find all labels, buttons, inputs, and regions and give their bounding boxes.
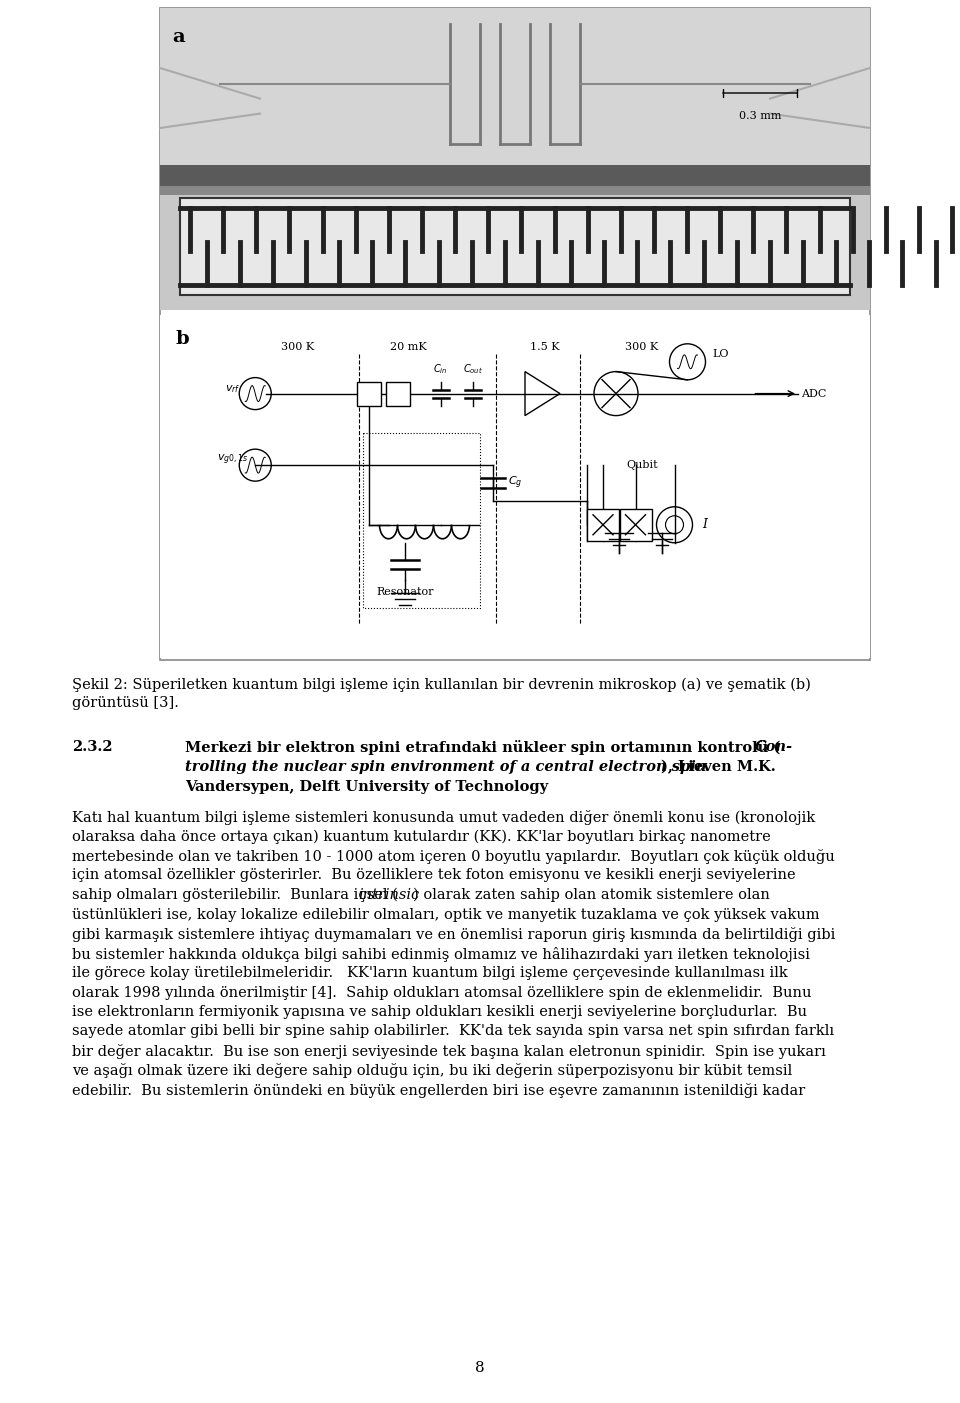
Bar [587,509,619,540]
Text: b: b [175,330,188,348]
Text: üstünlükleri ise, kolay lokalize edilebilir olmaları, optik ve manyetik tuzaklam: üstünlükleri ise, kolay lokalize edilebi… [72,908,820,922]
Text: gibi karmaşık sistemlere ihtiyaç duymamaları ve en önemlisi raporun giriş kısmın: gibi karmaşık sistemlere ihtiyaç duymama… [72,927,835,941]
Bar [619,509,652,540]
Text: a: a [172,28,184,46]
Text: $v_{g0,1s}$: $v_{g0,1s}$ [217,453,248,467]
Text: Resonator: Resonator [376,588,434,598]
Text: $v_{rf}$: $v_{rf}$ [225,383,240,394]
Text: sahip olmaları gösterilebilir.  Bunlara içsel (: sahip olmaları gösterilebilir. Bunlara i… [72,888,397,902]
Text: Qubit: Qubit [626,460,658,470]
Text: intrinsic: intrinsic [358,888,419,902]
Text: Katı hal kuantum bilgi işleme sistemleri konusunda umut vadeden diğer önemli kon: Katı hal kuantum bilgi işleme sistemleri… [72,810,815,825]
Text: ve aşağı olmak üzere iki değere sahip olduğu için, bu iki değerin süperpozisyonu: ve aşağı olmak üzere iki değere sahip ol… [72,1063,792,1079]
Text: $C_{out}$: $C_{out}$ [463,362,483,376]
Text: Vandersypen, Delft University of Technology: Vandersypen, Delft University of Technol… [185,780,548,794]
Text: edebilir.  Bu sistemlerin önündeki en büyük engellerden biri ise eşevre zamanını: edebilir. Bu sistemlerin önündeki en büy… [72,1083,805,1099]
Text: için atomsal özellikler gösterirler.  Bu özelliklere tek foton emisyonu ve kesik: için atomsal özellikler gösterirler. Bu … [72,868,796,882]
Text: olaraksa daha önce ortaya çıkan) kuantum kutulardır (KK). KK'lar boyutları birka: olaraksa daha önce ortaya çıkan) kuantum… [72,829,771,843]
Text: 1.5 K: 1.5 K [530,342,560,352]
Bar [160,316,870,658]
Text: Con-: Con- [755,739,793,753]
Bar [160,187,870,195]
Text: trolling the nuclear spin environment of a central electron spin: trolling the nuclear spin environment of… [185,760,707,774]
Bar [160,8,870,174]
Text: ), Lieven M.K.: ), Lieven M.K. [661,760,776,774]
Text: I: I [703,518,708,532]
Text: $C_g$: $C_g$ [508,474,522,491]
Bar [160,8,870,310]
Text: sayede atomlar gibi belli bir spine sahip olabilirler.  KK'da tek sayıda spin va: sayede atomlar gibi belli bir spine sahi… [72,1024,834,1038]
Text: olarak 1998 yılında önerilmiştir [4].  Sahip oldukları atomsal özelliklere spin : olarak 1998 yılında önerilmiştir [4]. Sa… [72,985,811,999]
Text: 2.3.2: 2.3.2 [72,739,112,753]
Bar [180,198,850,295]
Text: 300 K: 300 K [281,342,314,352]
Text: görüntüsü [3].: görüntüsü [3]. [72,696,179,710]
Text: 20 mK: 20 mK [390,342,426,352]
Bar [386,382,410,405]
Bar [160,166,870,187]
Bar [363,434,479,609]
Text: ile görece kolay üretilebilmeleridir.   KK'ların kuantum bilgi işleme çerçevesin: ile görece kolay üretilebilmeleridir. KK… [72,967,788,981]
Text: 300 K: 300 K [625,342,659,352]
Text: Şekil 2: Süperiletken kuantum bilgi işleme için kullanılan bir devrenin mikrosko: Şekil 2: Süperiletken kuantum bilgi işle… [72,678,811,693]
Bar [160,8,870,659]
Text: ) olarak zaten sahip olan atomik sistemlere olan: ) olarak zaten sahip olan atomik sisteml… [413,888,770,902]
Text: $C_{in}$: $C_{in}$ [433,362,447,376]
Text: bir değer alacaktır.  Bu ise son enerji seviyesinde tek başına kalan eletronun s: bir değer alacaktır. Bu ise son enerji s… [72,1044,826,1059]
Text: Merkezi bir elektron spini etrafındaki nükleer spin ortamının kontrolü (: Merkezi bir elektron spini etrafındaki n… [185,739,780,755]
Text: mertebesinde olan ve takriben 10 - 1000 atom içeren 0 boyutlu yapılardır.  Boyut: mertebesinde olan ve takriben 10 - 1000 … [72,849,835,864]
Text: 8: 8 [475,1361,485,1375]
Text: LO: LO [712,349,729,359]
Text: 0.3 mm: 0.3 mm [739,111,781,121]
Text: bu sistemler hakkında oldukça bilgi sahibi edinmiş olmamız ve hâlihazırdaki yarı: bu sistemler hakkında oldukça bilgi sahi… [72,947,810,961]
Bar [357,382,381,405]
Text: ise elektronların fermiyonik yapısına ve sahip oldukları kesikli enerji seviyele: ise elektronların fermiyonik yapısına ve… [72,1005,807,1019]
Text: ADC: ADC [802,389,827,398]
